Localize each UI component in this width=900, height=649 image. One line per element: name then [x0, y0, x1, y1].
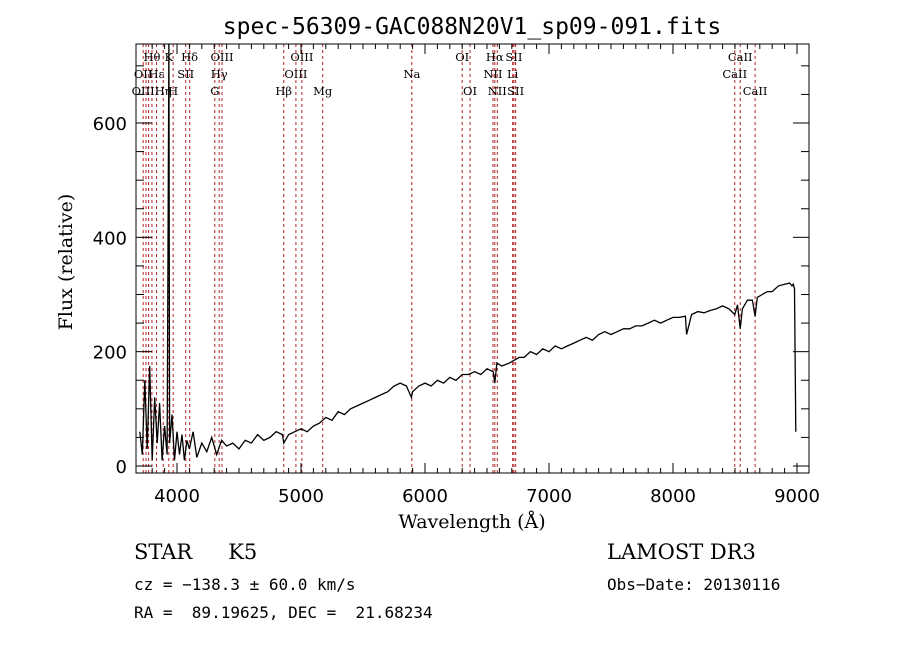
- x-tick-label: 4000: [154, 486, 200, 507]
- spectral-line-label: CaII: [728, 50, 753, 64]
- spectrum-line: [139, 43, 797, 461]
- y-tick-label: 400: [93, 228, 127, 249]
- spectral-line-label: OI: [463, 84, 477, 98]
- series-layer: [139, 43, 797, 461]
- y-axis-label: Flux (relative): [55, 194, 77, 331]
- object-class-text: STAR: [134, 540, 193, 564]
- spectral-line-label: OI: [455, 50, 469, 64]
- spectral-line-label: OIII: [290, 50, 313, 64]
- spectral-line-label: Na: [403, 67, 420, 81]
- spectral-line-label: Li: [507, 67, 519, 81]
- spectral-line-label: CaII: [743, 84, 768, 98]
- spectral-line-label: OII: [134, 67, 153, 81]
- spectral-line-label: Hη: [155, 84, 172, 98]
- spectral-line-label: Hε: [149, 67, 165, 81]
- object-class: STAR K5: [134, 540, 257, 564]
- redshift-text: cz = −138.3 ± 60.0 km/s: [134, 575, 356, 594]
- x-tick-label: 7000: [526, 486, 572, 507]
- coordinates-text: RA = 89.19625, DEC = 21.68234: [134, 603, 433, 622]
- spectral-line-label: Hβ: [275, 84, 292, 98]
- spectral-line-label: NII: [488, 84, 507, 98]
- x-tick-label: 6000: [402, 486, 448, 507]
- x-tick-label: 9000: [774, 486, 820, 507]
- obs-date-text: Obs−Date: 20130116: [607, 575, 781, 594]
- spectral-line-label: Hα: [486, 50, 504, 64]
- y-tick-label: 0: [116, 457, 127, 478]
- x-tick-label: 5000: [278, 486, 324, 507]
- spectral-line-label: CaII: [722, 67, 747, 81]
- spectral-line-label: Hθ: [143, 50, 160, 64]
- spectral-line-label: Hγ: [211, 67, 228, 81]
- x-axis-label: Wavelength (Å): [398, 511, 545, 533]
- x-tick-label: 8000: [650, 486, 696, 507]
- subclass-text: K5: [228, 540, 258, 564]
- spectral-line-label: OIII: [284, 67, 307, 81]
- spectral-line-label: SII: [177, 67, 194, 81]
- spectral-line-label: OIII: [132, 84, 155, 98]
- survey-text: LAMOST DR3: [607, 540, 756, 564]
- spectral-line-label: G: [210, 84, 219, 98]
- spectral-line-label: SII: [505, 50, 522, 64]
- y-tick-label: 200: [93, 343, 127, 364]
- spectral-line-label: Mg: [313, 84, 333, 98]
- chart-title: spec-56309-GAC088N20V1_sp09-091.fits: [223, 14, 722, 40]
- spectral-line-markers: [142, 44, 756, 473]
- spectral-line-label: NII: [483, 67, 502, 81]
- plot-frame: [135, 43, 810, 474]
- spectral-line-label: SII: [507, 84, 524, 98]
- spectral-line-label: H: [168, 84, 178, 98]
- x-axis: 4000 5000 6000 7000 8000 9000: [151, 44, 820, 507]
- spectral-line-label: Hδ: [181, 50, 198, 64]
- spectral-line-label: OIII: [210, 50, 233, 64]
- y-tick-label: 600: [93, 114, 127, 135]
- y-axis: 0 200 400 600: [93, 65, 809, 478]
